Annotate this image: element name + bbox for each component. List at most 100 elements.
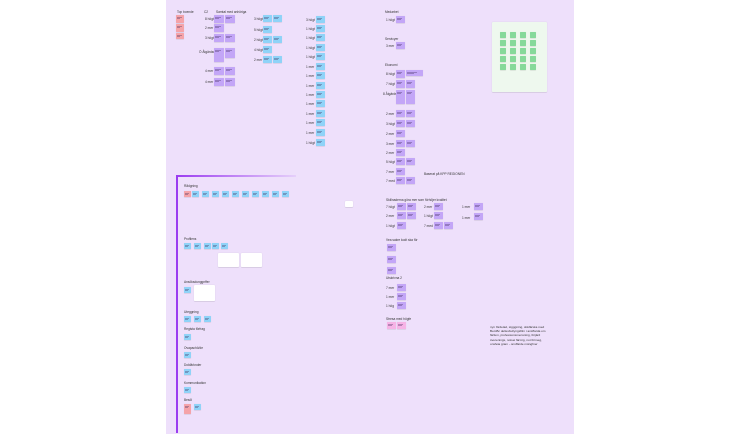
sticky-note[interactable]	[214, 34, 224, 42]
sticky-note[interactable]	[184, 287, 191, 293]
sticky-note[interactable]	[184, 191, 191, 197]
sticky-note[interactable]	[225, 15, 235, 23]
sticky-note[interactable]	[202, 191, 209, 197]
sticky-note[interactable]	[387, 267, 396, 274]
sticky-note[interactable]	[434, 212, 443, 219]
sticky-note[interactable]	[530, 56, 536, 62]
sticky-note[interactable]	[214, 48, 224, 62]
sticky-note[interactable]	[397, 203, 406, 210]
sticky-note[interactable]	[316, 72, 325, 79]
sticky-note[interactable]	[225, 48, 235, 58]
sticky-note[interactable]	[184, 352, 191, 358]
sticky-note[interactable]	[194, 316, 201, 322]
sticky-note[interactable]	[397, 293, 406, 300]
sticky-note[interactable]	[194, 404, 201, 410]
sticky-note[interactable]	[530, 32, 536, 38]
sticky-note[interactable]	[510, 32, 516, 38]
sticky-note[interactable]	[520, 40, 526, 46]
sticky-note[interactable]	[272, 191, 279, 197]
sticky-note[interactable]	[397, 284, 406, 291]
sticky-note[interactable]	[406, 120, 415, 127]
sticky-note[interactable]	[434, 203, 443, 210]
sticky-note[interactable]	[500, 56, 506, 62]
sticky-note[interactable]	[500, 64, 506, 70]
sticky-note[interactable]	[316, 34, 325, 41]
sticky-note[interactable]	[316, 110, 325, 117]
sticky-note[interactable]	[510, 40, 516, 46]
sticky-note[interactable]	[212, 243, 219, 249]
sticky-note[interactable]	[263, 36, 272, 43]
sticky-note[interactable]	[263, 26, 272, 33]
sticky-note[interactable]	[316, 25, 325, 32]
sticky-note[interactable]	[316, 119, 325, 126]
sticky-note[interactable]	[242, 191, 249, 197]
sticky-note[interactable]	[316, 44, 325, 51]
sticky-note[interactable]	[406, 158, 415, 165]
sticky-note[interactable]	[510, 48, 516, 54]
sticky-note[interactable]	[176, 24, 184, 32]
sticky-note[interactable]	[500, 48, 506, 54]
sticky-note[interactable]	[397, 302, 406, 309]
sticky-note[interactable]	[263, 15, 272, 22]
sticky-note[interactable]	[273, 56, 282, 63]
white-card[interactable]	[241, 253, 262, 267]
sticky-note[interactable]	[510, 64, 516, 70]
sticky-note[interactable]	[396, 42, 405, 49]
sticky-note[interactable]	[316, 16, 325, 23]
sticky-note[interactable]	[252, 191, 259, 197]
sticky-note[interactable]	[316, 63, 325, 70]
sticky-note[interactable]	[397, 322, 406, 329]
sticky-note[interactable]	[396, 80, 405, 88]
sticky-note[interactable]	[316, 53, 325, 60]
sticky-note[interactable]	[396, 70, 405, 78]
sticky-note[interactable]	[406, 80, 415, 88]
sticky-note[interactable]	[407, 203, 416, 210]
sticky-note[interactable]	[214, 78, 224, 86]
sticky-note[interactable]	[510, 56, 516, 62]
white-card[interactable]	[194, 285, 215, 301]
sticky-note[interactable]	[434, 222, 443, 229]
sticky-note[interactable]	[520, 32, 526, 38]
sticky-note[interactable]	[221, 243, 228, 249]
sticky-note[interactable]	[184, 404, 191, 414]
sticky-note[interactable]	[396, 168, 405, 175]
sticky-note[interactable]	[316, 82, 325, 89]
sticky-note[interactable]	[273, 36, 282, 43]
sticky-note[interactable]	[214, 15, 224, 23]
sticky-note[interactable]	[406, 140, 415, 147]
sticky-note[interactable]	[474, 203, 483, 210]
sticky-note[interactable]	[184, 387, 191, 393]
sticky-note[interactable]	[396, 130, 405, 137]
sticky-note[interactable]	[184, 243, 191, 249]
sticky-note[interactable]	[387, 244, 396, 251]
whiteboard-canvas[interactable]: Top boende C2 Samtal med anhöriga 8 högt…	[166, 0, 574, 434]
sticky-note[interactable]	[176, 33, 184, 39]
sticky-note[interactable]	[192, 191, 199, 197]
sticky-note[interactable]	[500, 40, 506, 46]
sticky-note[interactable]	[396, 16, 405, 23]
sticky-note[interactable]	[212, 191, 219, 197]
sticky-note[interactable]	[316, 91, 325, 98]
sticky-note[interactable]	[396, 177, 405, 184]
sticky-note[interactable]	[225, 34, 235, 42]
sticky-note[interactable]	[396, 140, 405, 147]
sticky-note[interactable]	[406, 70, 423, 76]
sticky-note[interactable]	[474, 213, 483, 220]
sticky-note[interactable]	[406, 110, 415, 117]
sticky-note[interactable]	[273, 15, 282, 22]
sticky-note[interactable]	[396, 149, 405, 156]
sticky-note[interactable]	[406, 177, 415, 184]
sticky-note[interactable]	[194, 243, 201, 249]
sticky-note[interactable]	[397, 222, 406, 229]
sticky-note[interactable]	[184, 369, 191, 375]
sticky-note[interactable]	[396, 90, 405, 104]
sticky-note[interactable]	[407, 212, 416, 219]
sticky-note[interactable]	[520, 48, 526, 54]
sticky-note[interactable]	[530, 40, 536, 46]
sticky-note[interactable]	[396, 158, 405, 165]
sticky-note[interactable]	[520, 64, 526, 70]
sticky-note[interactable]	[232, 191, 239, 197]
sticky-note[interactable]	[204, 243, 211, 249]
sticky-note[interactable]	[316, 129, 325, 136]
sticky-note[interactable]	[176, 15, 184, 23]
